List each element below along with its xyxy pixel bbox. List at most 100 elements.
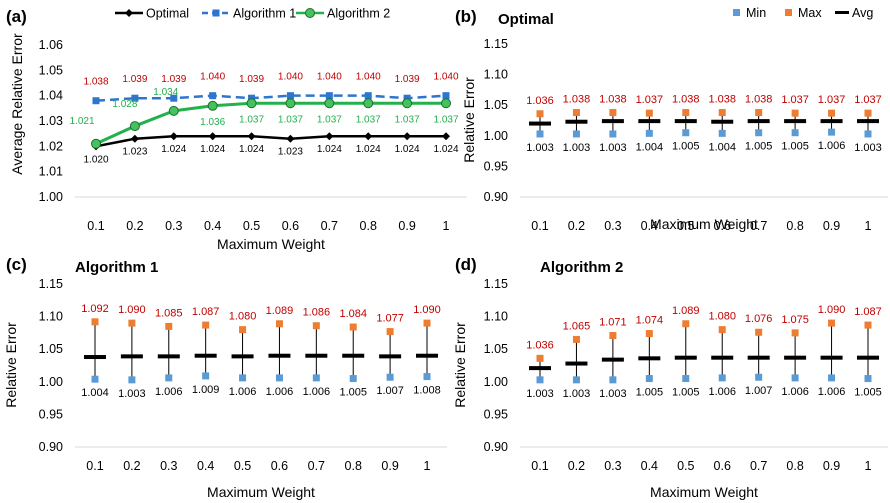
x-tick-label: 0.1	[86, 459, 103, 473]
max-marker	[609, 332, 617, 340]
max-label: 1.036	[526, 339, 554, 351]
min-marker	[864, 375, 872, 383]
y-tick-label: 0.95	[39, 407, 63, 421]
series-line	[95, 101, 446, 146]
range-group: 1.037 1.005	[781, 94, 809, 153]
min-label: 1.006	[818, 386, 846, 398]
avg-marker	[784, 355, 807, 360]
min-marker	[755, 129, 763, 137]
min-label: 1.004	[81, 387, 109, 399]
avg-marker	[747, 119, 770, 124]
data-point	[286, 134, 295, 143]
max-label: 1.037	[818, 94, 846, 106]
x-axis-title: Maximum Weight	[650, 216, 758, 232]
avg-marker	[674, 119, 697, 124]
legend: Optimal Algorithm 1 Algorithm 2	[115, 7, 390, 21]
min-label: 1.003	[599, 388, 627, 400]
range-group: 1.037 1.003	[854, 94, 882, 154]
range-group: 1.080 1.006	[229, 311, 257, 398]
y-tick-label: 1.00	[39, 190, 63, 204]
x-tick-label: 0.4	[641, 219, 658, 233]
max-label: 1.080	[229, 311, 257, 323]
range-group: 1.038 1.003	[563, 94, 591, 154]
max-label: 1.074	[636, 315, 664, 327]
max-marker	[165, 322, 173, 330]
avg-marker	[231, 354, 254, 359]
max-marker	[239, 326, 247, 334]
data-label: 1.036	[200, 117, 225, 128]
data-label: 1.024	[395, 144, 420, 155]
min-label: 1.003	[118, 388, 146, 400]
min-label: 1.004	[636, 141, 664, 153]
min-label: 1.005	[781, 141, 809, 153]
x-tick-label: 0.6	[282, 219, 299, 233]
max-label: 1.038	[563, 94, 591, 106]
data-label: 1.023	[278, 147, 303, 158]
min-marker	[386, 373, 394, 381]
x-tick-label: 0.3	[604, 219, 621, 233]
data-point	[130, 134, 139, 143]
min-label: 1.006	[781, 386, 809, 398]
max-label: 1.090	[413, 304, 441, 316]
data-label: 1.037	[239, 114, 264, 125]
y-axis-title: Relative Error	[461, 77, 477, 163]
data-point	[92, 97, 100, 105]
y-tick-label: 0.95	[484, 159, 508, 173]
avg-marker	[638, 356, 661, 361]
x-tick-label: 1	[443, 219, 450, 233]
legend: Min Max Avg	[733, 6, 873, 20]
data-point	[442, 92, 450, 100]
min-marker	[91, 375, 99, 383]
min-marker	[682, 129, 690, 137]
data-label: 1.037	[395, 114, 420, 125]
y-tick-label: 1.06	[39, 38, 63, 52]
min-label: 1.003	[563, 388, 591, 400]
range-group: 1.085 1.006	[155, 307, 183, 398]
x-tick-label: 0.1	[531, 219, 548, 233]
data-point	[91, 138, 101, 149]
x-tick-label: 0.2	[126, 219, 143, 233]
data-point	[285, 98, 296, 109]
min-marker	[609, 130, 617, 138]
avg-marker	[857, 355, 879, 360]
max-marker	[864, 321, 872, 329]
avg-marker	[747, 355, 770, 360]
max-marker	[828, 319, 836, 327]
data-label: 1.040	[433, 72, 458, 83]
range-group: 1.086 1.006	[303, 307, 331, 398]
range-group: 1.090 1.006	[818, 304, 846, 398]
avg-marker	[565, 361, 588, 366]
min-marker	[239, 374, 247, 382]
min-label: 1.003	[599, 142, 627, 154]
data-point	[363, 98, 374, 109]
max-marker	[645, 330, 653, 338]
range-group: 1.036 1.003	[526, 95, 554, 154]
avg-marker	[529, 121, 551, 126]
data-point	[364, 92, 372, 100]
max-marker	[718, 109, 726, 117]
avg-marker	[120, 354, 143, 359]
x-tick-label: 0.7	[750, 219, 767, 233]
min-marker	[645, 375, 653, 383]
avg-marker	[784, 119, 807, 124]
max-label: 1.037	[781, 94, 809, 106]
range-group: 1.038 1.004	[708, 94, 736, 154]
max-marker	[128, 319, 136, 327]
data-label: 1.024	[317, 144, 342, 155]
data-point	[441, 98, 451, 109]
legend-label: Algorithm 2	[327, 7, 390, 21]
data-point	[325, 132, 334, 141]
series-line	[95, 134, 446, 148]
x-tick-label: 0.5	[234, 459, 251, 473]
max-label: 1.038	[599, 94, 627, 106]
legend-marker	[125, 9, 133, 17]
x-tick-label: 0.6	[271, 459, 288, 473]
data-label: 1.037	[433, 114, 458, 125]
max-label: 1.090	[118, 304, 146, 316]
x-tick-label: 0.9	[823, 219, 840, 233]
min-marker	[349, 375, 357, 383]
avg-marker	[638, 119, 661, 124]
range-group: 1.037 1.006	[818, 94, 846, 152]
x-axis-title: Maximum Weight	[217, 236, 325, 252]
x-tick-label: 0.9	[381, 459, 398, 473]
